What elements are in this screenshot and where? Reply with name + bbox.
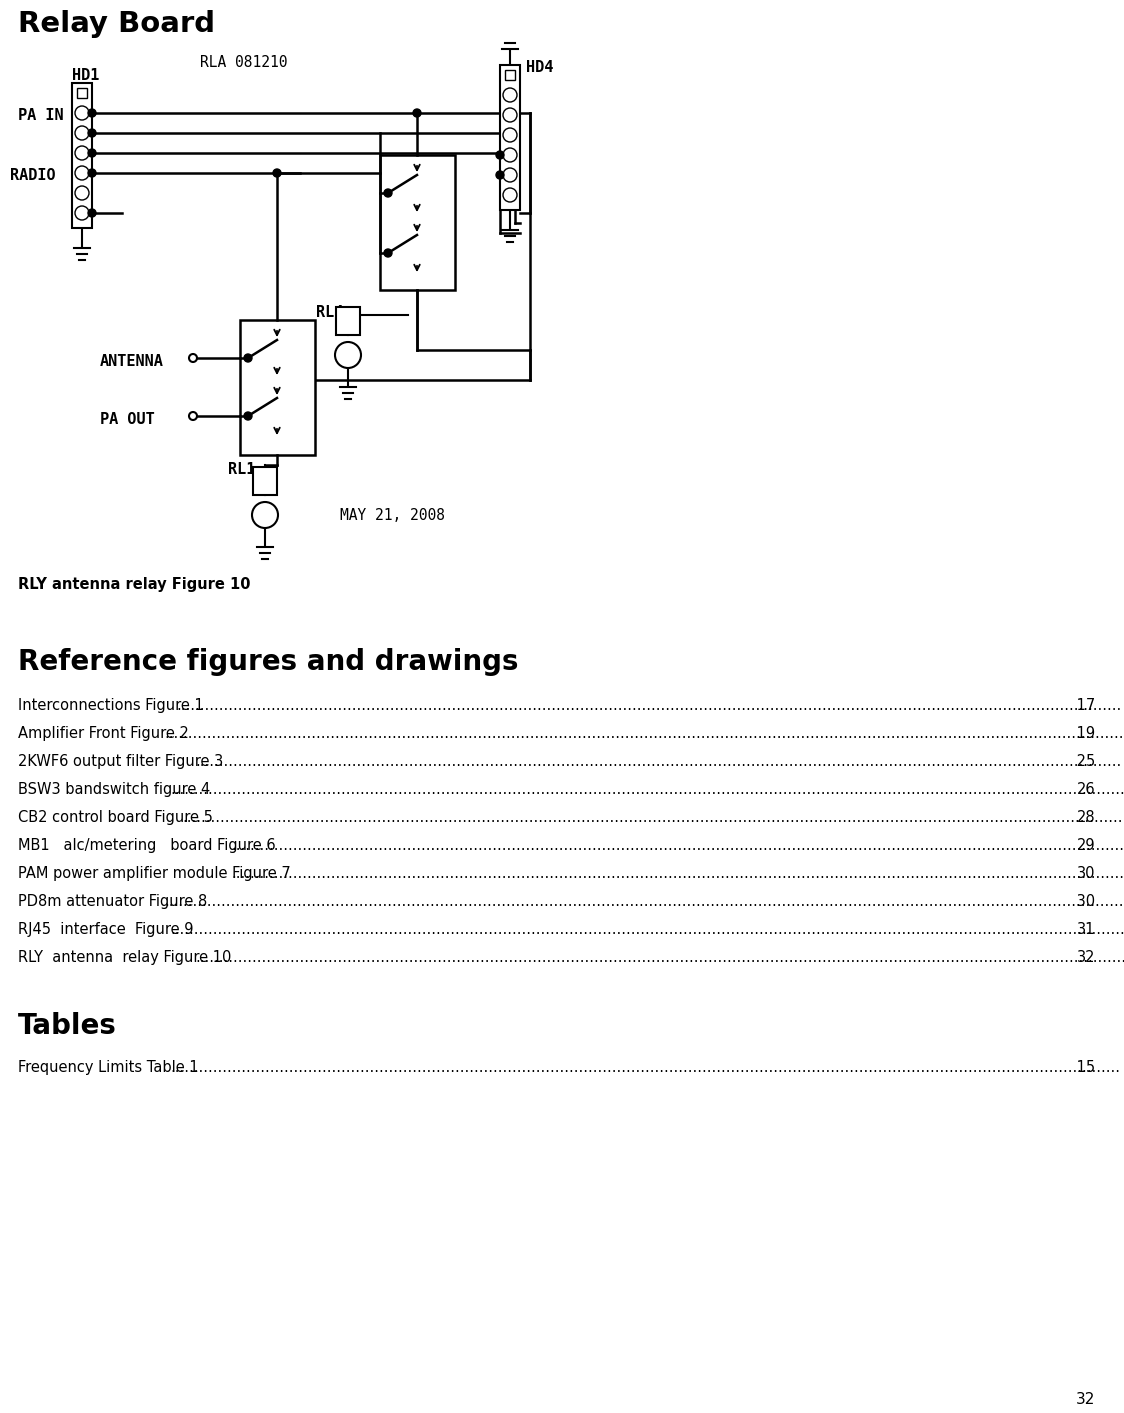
- Circle shape: [244, 413, 252, 420]
- Text: RJ45  interface  Figure 9: RJ45 interface Figure 9: [18, 923, 193, 937]
- Text: Reference figures and drawings: Reference figures and drawings: [18, 649, 518, 675]
- Text: PA OUT: PA OUT: [100, 411, 155, 427]
- Text: 25: 25: [1072, 755, 1095, 769]
- Text: HD1: HD1: [72, 68, 99, 83]
- Text: ................................................................................: ........................................…: [176, 698, 1122, 714]
- Circle shape: [88, 209, 96, 218]
- Circle shape: [75, 146, 89, 160]
- Text: MAY 21, 2008: MAY 21, 2008: [339, 509, 445, 523]
- Bar: [380, 155, 455, 290]
- Circle shape: [88, 170, 96, 177]
- Circle shape: [504, 107, 517, 122]
- Text: Frequency Limits Table 1: Frequency Limits Table 1: [18, 1060, 203, 1075]
- Text: 32: 32: [1076, 1392, 1095, 1407]
- Text: RL1: RL1: [228, 462, 255, 478]
- Bar: [500, 65, 520, 211]
- Circle shape: [273, 170, 281, 177]
- Text: 26: 26: [1077, 781, 1095, 797]
- Bar: [253, 468, 277, 495]
- Circle shape: [504, 88, 517, 102]
- Circle shape: [384, 189, 392, 196]
- Text: BSW3 bandswitch figure 4: BSW3 bandswitch figure 4: [18, 781, 215, 797]
- Text: Tables: Tables: [18, 1012, 117, 1040]
- Text: PA IN: PA IN: [18, 109, 64, 123]
- Text: RLA 081210: RLA 081210: [200, 55, 288, 71]
- Text: PD8m attenuator Figure 8: PD8m attenuator Figure 8: [18, 894, 207, 909]
- Text: RADIO: RADIO: [10, 168, 55, 184]
- Circle shape: [75, 187, 89, 201]
- Circle shape: [496, 171, 504, 179]
- Circle shape: [189, 355, 197, 362]
- Circle shape: [413, 109, 422, 117]
- Text: ................................................................................: ........................................…: [164, 894, 1124, 909]
- Text: RL4: RL4: [316, 305, 343, 319]
- Text: ................................................................................: ........................................…: [183, 810, 1124, 825]
- Bar: [241, 319, 315, 455]
- Circle shape: [88, 109, 96, 117]
- Text: ................................................................................: ........................................…: [232, 866, 1124, 880]
- Text: 2KWF6 output filter Figure 3: 2KWF6 output filter Figure 3: [18, 755, 228, 769]
- Text: ................................................................................: ........................................…: [194, 950, 1124, 965]
- Text: 30: 30: [1072, 894, 1095, 909]
- Circle shape: [88, 129, 96, 137]
- Circle shape: [504, 148, 517, 162]
- Bar: [505, 71, 515, 81]
- Text: RLY antenna relay Figure 10: RLY antenna relay Figure 10: [18, 577, 251, 592]
- Text: ................................................................................: ........................................…: [171, 923, 1124, 937]
- Circle shape: [189, 413, 197, 420]
- Circle shape: [496, 151, 504, 160]
- Circle shape: [244, 355, 252, 362]
- Text: PAM power amplifier module Figure 7: PAM power amplifier module Figure 7: [18, 866, 291, 880]
- Text: 28: 28: [1077, 810, 1095, 825]
- Text: 15: 15: [1072, 1060, 1095, 1075]
- Text: RLY  antenna  relay Figure 10: RLY antenna relay Figure 10: [18, 950, 232, 965]
- Text: Interconnections Figure 1: Interconnections Figure 1: [18, 698, 208, 714]
- Circle shape: [75, 165, 89, 179]
- Text: 31: 31: [1077, 923, 1095, 937]
- Circle shape: [504, 129, 517, 141]
- Text: 32: 32: [1077, 950, 1095, 965]
- Text: ................................................................................: ........................................…: [194, 755, 1121, 769]
- Text: ANTENNA: ANTENNA: [100, 353, 164, 369]
- Text: 29: 29: [1077, 838, 1095, 853]
- Circle shape: [504, 168, 517, 182]
- Circle shape: [504, 188, 517, 202]
- Text: ................................................................................: ........................................…: [164, 726, 1124, 740]
- Text: HD4: HD4: [526, 59, 553, 75]
- Text: ................................................................................: ........................................…: [171, 781, 1124, 797]
- Circle shape: [75, 126, 89, 140]
- Circle shape: [88, 148, 96, 157]
- Text: CB2 control board Figure 5: CB2 control board Figure 5: [18, 810, 218, 825]
- Circle shape: [384, 249, 392, 257]
- Bar: [78, 88, 87, 97]
- Circle shape: [75, 206, 89, 220]
- Text: Amplifier Front Figure 2: Amplifier Front Figure 2: [18, 726, 189, 740]
- Circle shape: [335, 342, 361, 367]
- Text: ................................................................................: ........................................…: [232, 838, 1124, 853]
- Text: Relay Board: Relay Board: [18, 10, 215, 38]
- Text: ................................................................................: ........................................…: [171, 1060, 1121, 1075]
- Circle shape: [252, 502, 278, 528]
- Bar: [336, 307, 360, 335]
- Bar: [72, 83, 92, 227]
- Text: 19: 19: [1072, 726, 1095, 740]
- Text: 17: 17: [1072, 698, 1095, 714]
- Circle shape: [75, 106, 89, 120]
- Text: MB1   alc/metering   board Figure 6: MB1 alc/metering board Figure 6: [18, 838, 275, 853]
- Text: 30: 30: [1077, 866, 1095, 880]
